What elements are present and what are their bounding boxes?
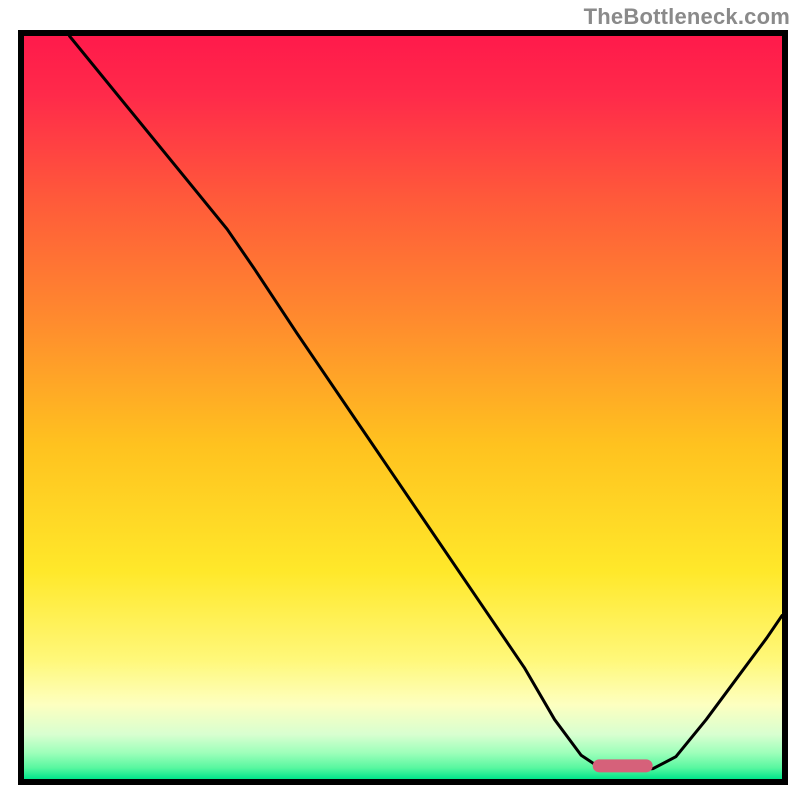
plot-area (18, 30, 788, 785)
bottleneck-chart: TheBottleneck.com (0, 0, 800, 800)
curve-path (69, 36, 782, 770)
watermark-text: TheBottleneck.com (584, 4, 790, 30)
bottleneck-curve (24, 36, 782, 779)
optimal-marker (593, 759, 654, 772)
